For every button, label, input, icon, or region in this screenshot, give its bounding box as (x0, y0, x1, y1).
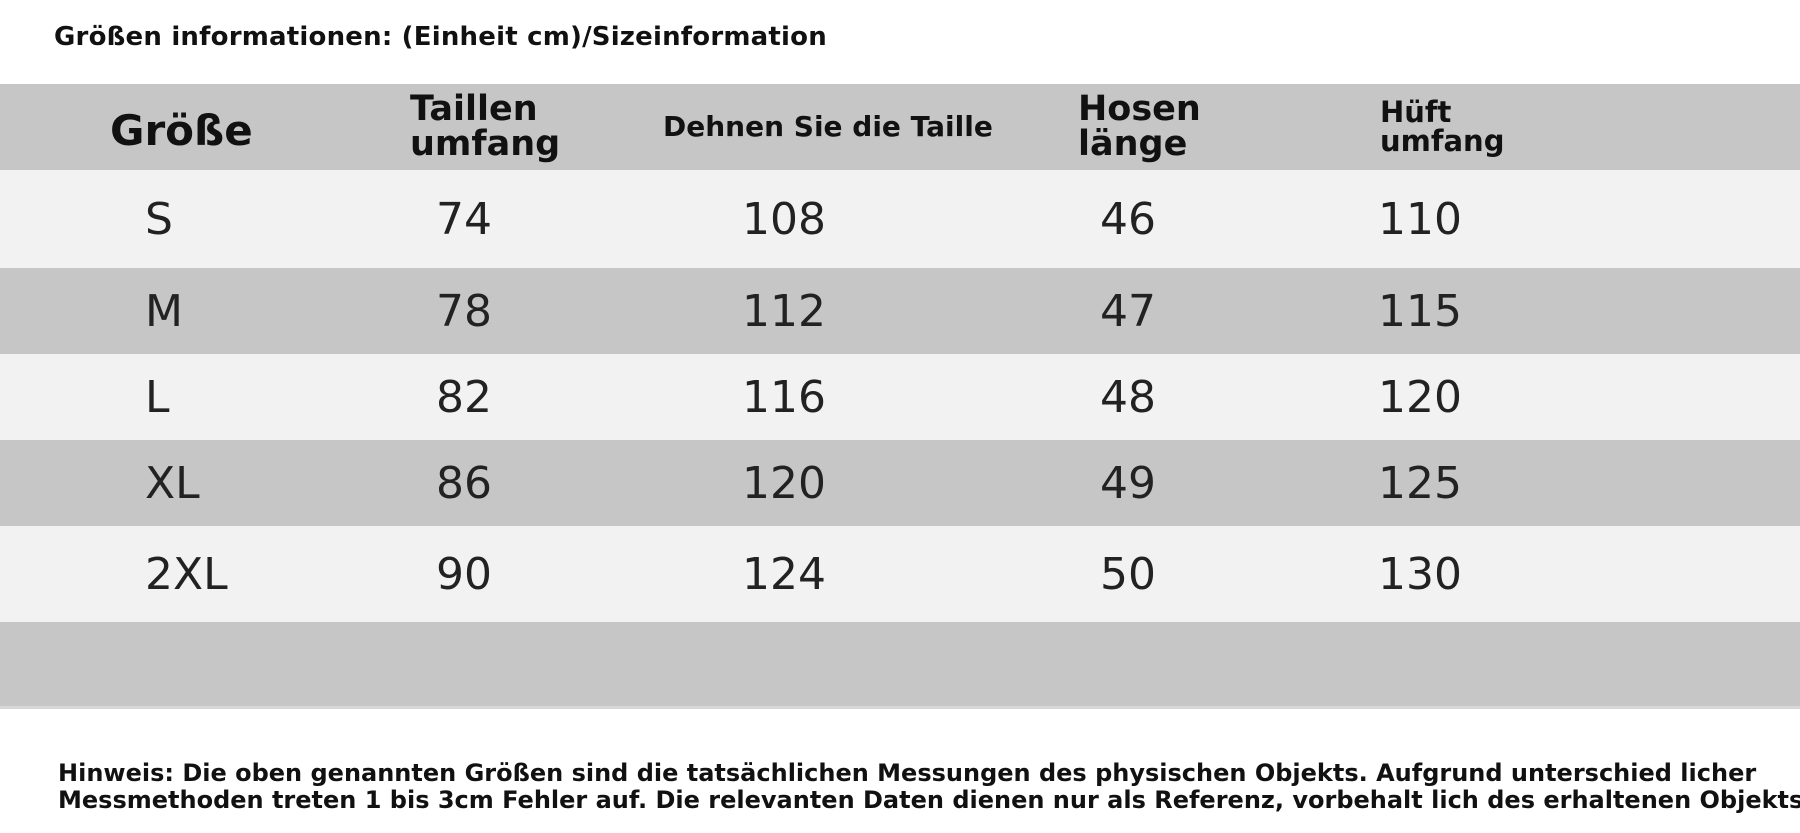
cell-hip: 110 (1378, 193, 1462, 245)
cell-waist: 82 (436, 371, 492, 423)
table-row: L 82 116 48 120 (0, 354, 1800, 440)
cell-hip: 115 (1378, 285, 1462, 337)
cell-stretch: 116 (742, 371, 826, 423)
cell-size: M (145, 285, 183, 337)
table-header-row: Größe Taillen umfang Dehnen Sie die Tail… (0, 84, 1800, 170)
cell-hip: 120 (1378, 371, 1462, 423)
cell-hip: 125 (1378, 457, 1462, 509)
cell-hip: 130 (1378, 548, 1462, 600)
cell-stretch: 112 (742, 285, 826, 337)
note-line: Messmethoden treten 1 bis 3cm Fehler auf… (58, 786, 1800, 814)
header-size: Größe (110, 106, 253, 155)
table-row: S 74 108 46 110 (0, 170, 1800, 268)
cell-stretch: 124 (742, 548, 826, 600)
cell-waist: 78 (436, 285, 492, 337)
cell-size: XL (145, 457, 200, 509)
cell-length: 50 (1100, 548, 1156, 600)
table-row: 2XL 90 124 50 130 (0, 526, 1800, 622)
cell-length: 49 (1100, 457, 1156, 509)
note-line: Hinweis: Die oben genannten Größen sind … (58, 759, 1757, 787)
cell-waist: 86 (436, 457, 492, 509)
header-waist: Taillen umfang (410, 89, 561, 164)
cell-waist: 74 (436, 193, 492, 245)
cell-waist: 90 (436, 548, 492, 600)
cell-stretch: 120 (742, 457, 826, 509)
cell-size: S (145, 193, 173, 245)
header-length: Hosen länge (1078, 89, 1201, 164)
cell-length: 48 (1100, 371, 1156, 423)
cell-length: 47 (1100, 285, 1156, 337)
table-row: M 78 112 47 115 (0, 268, 1800, 354)
cell-length: 46 (1100, 193, 1156, 245)
cell-stretch: 108 (742, 193, 826, 245)
header-stretch: Dehnen Sie die Taille (663, 110, 993, 143)
table-footer-band (0, 622, 1800, 709)
table-row: XL 86 120 49 125 (0, 440, 1800, 526)
header-hip: Hüft umfang (1380, 95, 1505, 158)
page-title: Größen informationen: (Einheit cm)/Sizei… (54, 22, 827, 52)
cell-size: L (145, 371, 170, 423)
measurement-note: Hinweis: Die oben genannten Größen sind … (58, 759, 1800, 814)
cell-size: 2XL (145, 548, 228, 600)
